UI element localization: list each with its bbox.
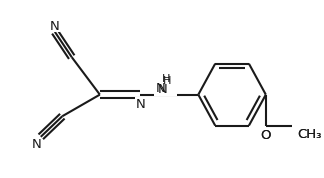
Text: H: H (163, 75, 172, 86)
Bar (296, 128, 324, 142)
Text: N: N (50, 20, 60, 33)
Text: CH₃: CH₃ (298, 129, 322, 142)
Bar (260, 129, 272, 142)
Text: N: N (158, 83, 168, 96)
Text: O: O (260, 129, 271, 142)
Bar (50, 20, 60, 32)
Bar (154, 71, 177, 96)
Text: CH₃: CH₃ (298, 129, 322, 142)
Bar (135, 96, 145, 108)
Bar (32, 139, 42, 150)
Text: N: N (156, 82, 166, 95)
Text: N: N (32, 138, 42, 151)
Text: H: H (162, 74, 171, 84)
Text: O: O (260, 129, 271, 142)
Text: N: N (135, 98, 145, 111)
